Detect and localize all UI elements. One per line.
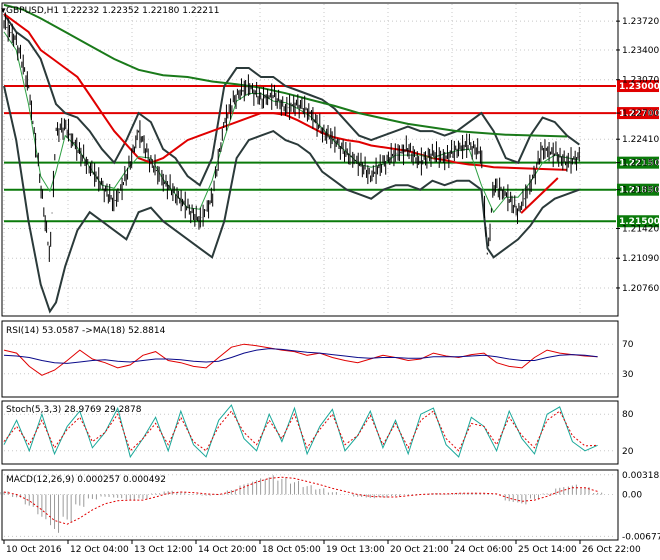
rsi-line (3, 343, 598, 376)
time-tick-label: 24 Oct 06:00 (454, 545, 513, 555)
rsi-lines (3, 343, 598, 376)
time-tick-label: 13 Oct 12:00 (134, 545, 193, 555)
macd-signal-line (3, 476, 598, 525)
stoch-signal-line (3, 410, 598, 452)
rsi-panel-frame (1, 320, 619, 398)
macd-tick-label: 0.003185 (622, 471, 660, 481)
macd-axis: 0.003185 0.00 -0.006773 (622, 471, 660, 543)
level-label-box (617, 215, 659, 228)
time-tick-label: 19 Oct 13:00 (326, 545, 385, 555)
price-tick-label: 1.22410 (622, 135, 659, 145)
bollinger-lower-line (3, 85, 580, 314)
macd-tick-label: -0.006773 (622, 532, 660, 542)
stoch-title: Stoch(5,3,3) 28.9769 29.2878 (6, 405, 142, 415)
price-panel-title: GBPUSD,H1 1.22232 1.22352 1.22180 1.2221… (6, 6, 219, 16)
price-tick-label: 1.23720 (622, 17, 659, 27)
price-tick-label: 1.20760 (622, 284, 659, 294)
level-label: 1.21500 (619, 217, 660, 227)
level-label: 1.21850 (619, 186, 660, 196)
price-tick-label: 1.21420 (622, 224, 659, 234)
rsi-title: RSI(14) 53.0587 ->MA(18) 52.8814 (6, 326, 166, 336)
rsi-axis: 70 30 (622, 340, 634, 380)
time-tick-label: 10 Oct 2016 (6, 545, 62, 555)
macd-title: MACD(12,26,9) 0.000257 0.000492 (6, 475, 166, 485)
level-label: 1.22150 (619, 159, 660, 169)
stoch-axis: 80 20 (622, 410, 634, 457)
price-panel: 1.23000 1.22700 1.22150 1.21850 1.21500 1.23… (1, 2, 660, 317)
time-tick-label: 18 Oct 05:00 (262, 545, 321, 555)
macd-panel: 0.003185 0.00 -0.006773 MACD(12,26,9) 0.00… (0, 469, 660, 543)
price-lines (3, 3, 580, 314)
rsi-tick-label: 70 (622, 340, 634, 350)
level-label-box (617, 183, 659, 196)
macd-tick-label: 0.00 (622, 490, 642, 500)
time-tick-label: 26 Oct 22:00 (582, 545, 641, 555)
stoch-tick-label: 80 (622, 410, 634, 420)
rsi-ma-line (3, 348, 598, 364)
price-tick-label: 1.23400 (622, 46, 659, 56)
ema-green-line (3, 3, 568, 138)
price-tick-label: 1.21090 (622, 254, 659, 264)
time-axis: 10 Oct 2016 12 Oct 04:00 13 Oct 12:00 14 Oc… (3, 540, 641, 555)
stoch-panel-frame (1, 400, 619, 465)
chart-menu-icon[interactable]: ▾ (1, 6, 6, 16)
price-axis: 1.23720 1.23400 1.23070 1.22700 1.22410 1.221… (616, 17, 659, 294)
time-tick-label: 20 Oct 21:00 (390, 545, 449, 555)
ema-red-line (3, 13, 568, 171)
level-label: 1.22700 (619, 109, 660, 119)
level-label-box (617, 107, 659, 120)
time-tick-label: 25 Oct 14:00 (518, 545, 577, 555)
rsi-panel: 70 30 RSI(14) 53.0587 ->MA(18) 52.8814 (1, 320, 634, 398)
macd-histogram (0, 475, 603, 533)
time-tick-label: 12 Oct 04:00 (70, 545, 129, 555)
bollinger-upper-line (3, 13, 580, 187)
price-tick-label: 1.22150 (622, 159, 659, 169)
level-label-box (617, 156, 659, 169)
macd-signal-line (3, 476, 598, 525)
stoch-lines (3, 404, 598, 459)
support-trendline (520, 177, 559, 214)
rsi-tick-label: 30 (622, 370, 634, 380)
macd-panel-frame (1, 469, 619, 541)
price-tick-label: 1.23070 (622, 76, 659, 86)
stoch-tick-label: 20 (622, 447, 634, 457)
level-label: 1.23000 (619, 82, 660, 92)
price-tick-label: 1.22700 (622, 109, 659, 119)
level-label-box (617, 80, 659, 93)
stochastic-panel: 80 20 Stoch(5,3,3) 28.9769 29.2878 (1, 400, 634, 465)
stoch-main-line (3, 404, 598, 459)
time-tick-label: 14 Oct 20:00 (198, 545, 257, 555)
price-tick-label: 1.21850 (622, 186, 659, 196)
